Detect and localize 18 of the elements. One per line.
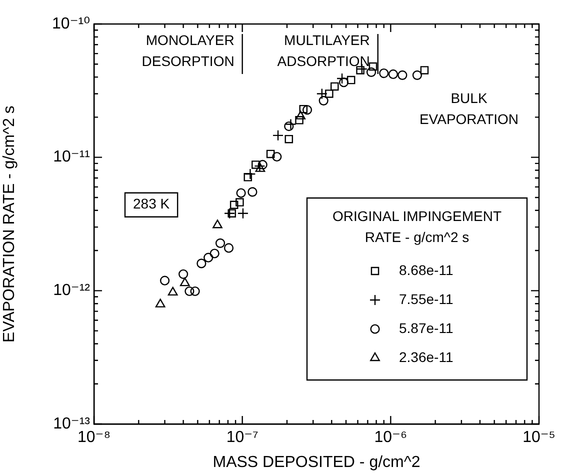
legend-label: 5.87e-11 [399, 320, 454, 336]
legend-label: 8.68e-11 [399, 262, 454, 278]
annotation: BULK EVAPORATION [419, 90, 519, 127]
x-tick-label: 10⁻⁷ [226, 429, 259, 446]
y-tick-label: 10⁻¹¹ [53, 148, 90, 166]
y-tick-label: 10⁻¹⁰ [52, 15, 90, 32]
legend-label: 7.55e-11 [399, 290, 454, 307]
ref-line-label: MONOLAYER DESORPTION [142, 32, 234, 69]
annotation: 283 K [133, 196, 170, 212]
y-axis-title: EVAPORATION RATE - g/cm^2 s [1, 106, 18, 342]
x-tick-label: 10⁻⁵ [522, 429, 556, 446]
x-tick-label: 10⁻⁸ [78, 429, 110, 446]
legend-label: 2.36e-11 [399, 348, 454, 365]
y-tick-label: 10⁻¹² [53, 282, 91, 300]
x-tick-label: 10⁻⁶ [374, 429, 408, 446]
legend-title: ORIGINAL IMPINGEMENT RATE - g/cm^2 s [332, 208, 502, 245]
x-axis-title: MASS DEPOSITED - g/cm^2 [212, 454, 420, 471]
ref-line-label: MULTILAYER ADSORPTION [277, 32, 370, 69]
